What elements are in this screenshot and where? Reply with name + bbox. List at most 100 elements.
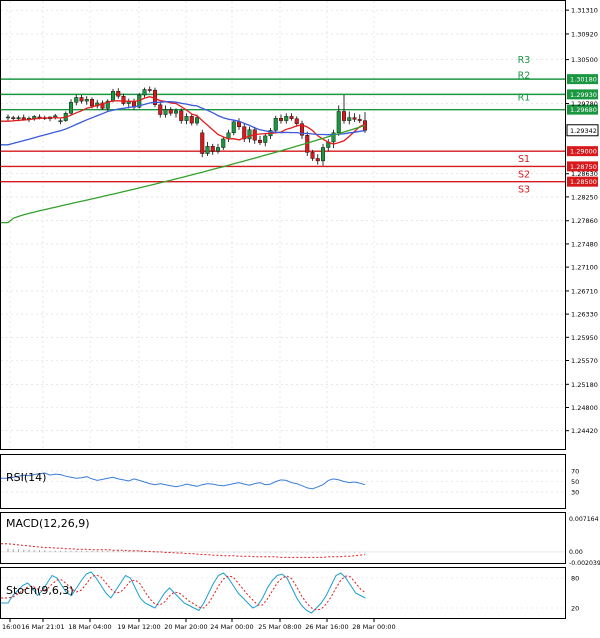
level-price-label: 1.28750	[570, 163, 597, 171]
candle-body	[215, 147, 220, 152]
level-price-label: 1.28500	[570, 178, 597, 186]
candle-body	[110, 91, 115, 102]
candle-body	[58, 120, 63, 123]
candle-body	[74, 97, 79, 103]
candle-body	[142, 89, 147, 96]
level-name-s1: S1	[518, 154, 530, 165]
rsi-tick-label: 30	[571, 489, 579, 497]
level-price-tag	[567, 176, 598, 187]
candle-body	[16, 117, 21, 119]
x-tick-label: 16:00	[2, 623, 21, 631]
stoch-tick-label: 80	[571, 575, 579, 583]
y-tick-label: 1.25570	[571, 357, 598, 365]
candle-body	[68, 102, 73, 114]
macd-tick-label: -0.002039	[569, 560, 600, 567]
candle-body	[336, 111, 341, 134]
candle-body	[352, 117, 357, 120]
candle-body	[242, 126, 247, 140]
x-tick-label: 25 Mar 08:00	[258, 623, 301, 631]
rsi-line	[1, 472, 366, 490]
candle-body	[84, 99, 89, 102]
grid-lines	[1, 1, 565, 449]
ma-fast-line	[1, 96, 366, 145]
candle-body	[189, 116, 194, 124]
y-tick-label: 1.30500	[571, 56, 598, 64]
stoch-title: Stoch(9,6,3)	[6, 584, 74, 597]
candle-body	[100, 102, 105, 109]
candle-body	[263, 135, 268, 143]
candle-body	[121, 96, 126, 104]
candle-body	[173, 110, 178, 114]
candle-body	[200, 132, 205, 154]
corner-box	[566, 619, 600, 634]
candle-body	[247, 129, 252, 140]
x-tick-label: 18 Mar 04:00	[68, 623, 111, 631]
candle-body	[321, 147, 326, 162]
level-name-r1: R1	[518, 93, 531, 104]
candle-body	[221, 138, 226, 148]
rsi-tick-label: 70	[571, 467, 579, 475]
candle-body	[194, 117, 199, 124]
level-price-tag	[567, 74, 598, 85]
candle-body	[5, 116, 10, 119]
y-tick-label: 1.26710	[571, 287, 598, 295]
y-tick-label: 1.27480	[571, 240, 598, 248]
stoch-tick-label: 20	[571, 605, 579, 613]
y-tick-label: 1.28250	[571, 193, 598, 201]
candle-body	[347, 117, 352, 121]
x-tick-label: 16 Mar 21:01	[21, 623, 64, 631]
candle-body	[205, 146, 210, 154]
candle-body	[289, 116, 294, 119]
candle-body	[210, 146, 215, 152]
candle-body	[168, 109, 173, 114]
y-tick-label: 1.28630	[571, 170, 598, 178]
candle-body	[294, 118, 299, 124]
candle-body	[279, 117, 284, 121]
candle-body	[300, 123, 305, 136]
y-tick-label: 1.27860	[571, 217, 598, 225]
macd-panel-frame	[0, 512, 566, 564]
y-tick-label: 1.29780	[571, 100, 598, 108]
moving-averages	[1, 96, 366, 224]
candle-body	[105, 100, 110, 109]
candle-body	[158, 104, 163, 115]
candle-body	[116, 91, 121, 97]
level-price-label: 1.30180	[570, 76, 597, 84]
y-tick-label: 1.25950	[571, 334, 598, 342]
candle-body	[79, 97, 84, 102]
candle-body	[310, 152, 315, 159]
macd-panel: 0.007164 0.00 -0.002039	[1, 516, 600, 567]
price-label-current: 1.29342	[566, 124, 599, 137]
y-tick-label: 1.24420	[571, 427, 598, 435]
level-name-s3: S3	[518, 185, 530, 196]
candle-body	[315, 158, 320, 162]
support-resistance-levels: R3 1.30180 R2 1.29930 R1 1.29680 S1 1.29000 S2 1.…	[1, 55, 598, 196]
candle-body	[184, 116, 189, 121]
candle-body	[89, 99, 94, 107]
candle-body	[284, 116, 289, 121]
macd-title: MACD(12,26,9)	[6, 517, 90, 530]
time-axis: 16:00 16 Mar 21:01 18 Mar 04:00 19 Mar 12:0…	[2, 619, 396, 631]
level-price-tag	[567, 104, 598, 115]
x-tick-label: 28 Mar 00:00	[352, 623, 395, 631]
candle-body	[236, 121, 241, 127]
macd-tick-label: 0.00	[569, 549, 583, 556]
candle-body	[357, 119, 362, 121]
candle-body	[258, 139, 263, 143]
rsi-panel-frame	[0, 454, 566, 509]
candle-body	[179, 110, 184, 121]
price-axis: 1.31310 1.30920 1.30500 1.29780 1.28630 1.282…	[565, 7, 598, 435]
level-price-tag	[567, 146, 598, 157]
y-tick-label: 1.26330	[571, 311, 598, 319]
rsi-panel: 70 50 30	[1, 467, 579, 497]
candle-body	[147, 89, 152, 91]
candle-body	[163, 109, 168, 115]
y-tick-label: 1.24800	[571, 404, 598, 412]
ma-slow-line	[1, 124, 366, 224]
candle-body	[331, 132, 336, 143]
y-tick-label: 1.31310	[571, 7, 598, 15]
level-price-tag	[567, 89, 598, 100]
ma-mid-line	[1, 101, 366, 146]
